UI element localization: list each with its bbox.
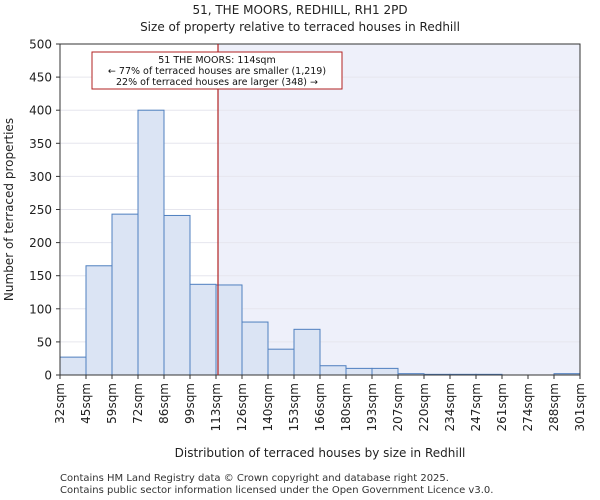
y-tick-label: 400	[29, 104, 52, 118]
x-tick-label: 180sqm	[339, 383, 353, 431]
x-tick-label: 220sqm	[417, 383, 431, 431]
x-tick-label: 113sqm	[209, 383, 223, 431]
histogram-bar	[241, 321, 269, 376]
y-tick-label: 250	[29, 203, 52, 217]
histogram-bar	[163, 214, 191, 376]
annotation-line-2: ← 77% of terraced houses are smaller (1,…	[108, 66, 326, 77]
histogram-bar	[111, 213, 139, 376]
x-tick-label: 72sqm	[131, 383, 145, 424]
histogram-chart: 0 50 100 150 200 250 300 350 400 450 500 32sqm 45sq…	[2, 38, 587, 461]
x-tick-label: 207sqm	[391, 383, 405, 431]
histogram-bar	[59, 356, 87, 376]
x-tick-label: 99sqm	[183, 383, 197, 424]
x-tick-label: 247sqm	[469, 383, 483, 431]
y-tick-label: 300	[29, 170, 52, 184]
y-tick-label: 500	[29, 38, 52, 52]
histogram-bar	[345, 367, 373, 376]
x-tick-label: 261sqm	[495, 383, 509, 431]
x-tick-label: 193sqm	[365, 383, 379, 431]
y-tick-label: 150	[29, 269, 52, 283]
histogram-bar	[137, 109, 165, 376]
x-tick-label: 166sqm	[313, 383, 327, 431]
chart-title: 51, THE MOORS, REDHILL, RH1 2PD	[192, 3, 408, 17]
x-tick-label: 32sqm	[53, 383, 67, 424]
histogram-bar	[215, 284, 243, 376]
y-tick-label: 450	[29, 71, 52, 85]
x-tick-label: 45sqm	[79, 383, 93, 424]
x-axis-label: Distribution of terraced houses by size …	[175, 446, 466, 460]
histogram-bar	[189, 283, 217, 376]
y-tick-label: 50	[37, 335, 52, 349]
x-tick-label: 301sqm	[573, 383, 587, 431]
histogram-bar	[85, 265, 113, 376]
annotation-line-1: 51 THE MOORS: 114sqm	[158, 55, 275, 66]
histogram-bar	[371, 367, 399, 376]
y-tick-label: 100	[29, 302, 52, 316]
x-tick-label: 126sqm	[235, 383, 249, 431]
annotation-line-3: 22% of terraced houses are larger (348) …	[116, 77, 318, 88]
x-tick-label: 288sqm	[547, 383, 561, 431]
x-tick-label: 59sqm	[105, 383, 119, 424]
y-axis-label: Number of terraced properties	[2, 118, 16, 301]
y-tick-label: 0	[44, 369, 52, 383]
x-tick-label: 140sqm	[261, 383, 275, 431]
histogram-bar	[293, 328, 321, 376]
footer-line-1: Contains HM Land Registry data © Crown c…	[60, 473, 449, 484]
x-tick-label: 274sqm	[521, 383, 535, 431]
histogram-bar	[319, 365, 347, 376]
x-tick-label: 153sqm	[287, 383, 301, 431]
x-tick-label: 86sqm	[157, 383, 171, 424]
y-tick-label: 350	[29, 137, 52, 151]
annotation-box	[91, 51, 343, 90]
chart-subtitle: Size of property relative to terraced ho…	[140, 20, 460, 34]
histogram-bar	[267, 348, 295, 376]
y-tick-label: 200	[29, 236, 52, 250]
footer-line-2: Contains public sector information licen…	[60, 485, 494, 496]
x-tick-label: 234sqm	[443, 383, 457, 431]
